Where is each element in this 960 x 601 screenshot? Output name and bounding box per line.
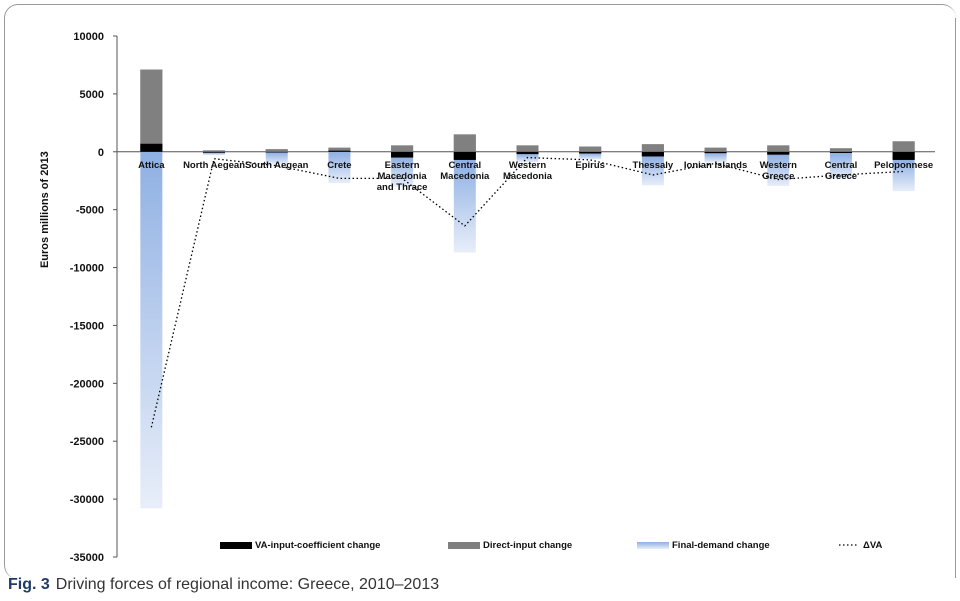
y-tick-label: -20000: [70, 378, 104, 390]
legend-swatch-0: [220, 542, 252, 549]
bar-overlay-direct-input-change-6: [516, 145, 539, 152]
category-label: North Aegean: [183, 160, 245, 171]
category-label: Western: [760, 160, 798, 171]
category-label: Ionian Islands: [684, 160, 747, 171]
category-label: Central: [825, 160, 858, 171]
bar-overlay-va-input-coefficient-change-8: [641, 151, 664, 157]
category-label-layer: Attica North Aegean South Aegean Crete Easte…: [138, 160, 933, 193]
category-label: Attica: [138, 160, 165, 171]
category-label: Thessaly: [633, 160, 674, 171]
category-label: and Thrace: [377, 182, 428, 193]
bar-final-demand-change-12: [892, 159, 915, 192]
category-label: Macedonia: [440, 171, 490, 182]
line-layer: [150, 156, 904, 428]
legend-label: Direct-input change: [483, 540, 572, 551]
bar-overlay-direct-input-change-9: [704, 147, 727, 152]
bar-final-demand-change-0: [140, 151, 163, 509]
bar-overlay-direct-input-change-12: [892, 141, 915, 152]
category-label: Western: [509, 160, 547, 171]
bar-overlay-va-input-coefficient-change-10: [767, 151, 790, 155]
category-label: Greece: [762, 171, 794, 182]
category-label: Peloponnese: [874, 160, 933, 171]
bar-overlay-direct-input-change-1: [203, 150, 226, 152]
category-label: Macedonia: [503, 171, 553, 182]
y-tick-label: -35000: [70, 552, 104, 564]
category-label: Greece: [825, 171, 857, 182]
bar-overlay-direct-input-change-7: [579, 146, 602, 152]
legend-swatch-1: [448, 542, 480, 549]
bar-final-demand-change-1: [203, 152, 226, 156]
figure-caption: Fig. 3 Driving forces of regional income:…: [8, 576, 439, 594]
bar-overlay-direct-input-change-5: [453, 134, 476, 152]
figure-caption-text: Driving forces of regional income: Greec…: [55, 576, 440, 593]
legend-label: ΔVA: [863, 540, 882, 551]
bar-overlay-direct-input-change-10: [767, 145, 790, 152]
bar-overlay-va-input-coefficient-change-6: [516, 151, 539, 155]
legend-swatch-2: [637, 542, 669, 549]
category-label: Macedonia: [378, 171, 428, 182]
bar-overlay-va-input-coefficient-change-11: [829, 151, 852, 153]
category-label: Crete: [327, 160, 351, 171]
delta-va-line: [150, 156, 904, 428]
figure-label: Fig. 3: [8, 576, 50, 593]
y-tick-label: -25000: [70, 436, 104, 448]
bar-overlay-direct-input-change-11: [829, 148, 852, 152]
bar-final-demand-change-2: [265, 152, 288, 165]
bar-final-demand-change-8: [641, 156, 664, 186]
figure-frame: [4, 4, 956, 579]
bar-overlay-va-input-coefficient-change-5: [453, 151, 476, 160]
bar-overlay-va-input-coefficient-change-9: [704, 151, 727, 154]
legend-label: VA-input-coefficient change: [255, 540, 380, 551]
y-tick-label: -10000: [70, 263, 104, 275]
bar-overlay-va-input-coefficient-change-1: [203, 151, 226, 153]
bar-overlay-va-input-coefficient-change-12: [892, 151, 915, 160]
bar-overlay-va-input-coefficient-change-7: [579, 151, 602, 154]
y-tick-label: -5000: [76, 205, 104, 217]
bar-overlay-va-input-coefficient-change-3: [328, 150, 351, 152]
y-tick-label: -15000: [70, 320, 104, 332]
bar-final-demand-change-11: [829, 152, 852, 179]
bar-overlay-va-input-coefficient-change-4: [391, 151, 414, 158]
bar-overlay-va-input-coefficient-change-0: [140, 143, 163, 152]
axis-layer: 10000 5000 0 -5000 -10000 -15000 -20000 -25000 -…: [39, 31, 935, 564]
y-tick-label: 10000: [73, 31, 104, 43]
y-tick-label: 0: [98, 147, 104, 159]
legend: VA-input-coefficient change Direct-input …: [220, 540, 882, 551]
y-tick-label: 5000: [80, 89, 104, 101]
y-tick-label: -30000: [70, 494, 104, 506]
bar-final-demand-change-7: [579, 153, 602, 160]
category-label: Central: [448, 160, 481, 171]
bar-overlay-va-input-coefficient-change-2: [265, 151, 288, 153]
stacked-bar-chart: 10000 5000 0 -5000 -10000 -15000 -20000 -25000 -…: [39, 31, 935, 564]
bar-final-demand-change-3: [328, 151, 351, 184]
category-label: Eastern: [385, 160, 420, 171]
bar-overlay-direct-input-change-3: [328, 147, 351, 151]
bar-layer: [140, 69, 915, 509]
y-axis-label: Euros millions of 2013: [39, 151, 51, 268]
category-label: Epirus: [575, 160, 605, 171]
bar-overlay-direct-input-change-4: [391, 145, 414, 152]
bar-final-demand-change-10: [767, 154, 790, 186]
bar-overlay-direct-input-change-0: [140, 69, 163, 144]
bar-final-demand-change-4: [391, 157, 414, 187]
bar-final-demand-change-5: [453, 159, 476, 253]
category-label: South Aegean: [245, 160, 309, 171]
legend-label: Final-demand change: [672, 540, 770, 551]
bar-overlay-direct-input-change-8: [641, 144, 664, 152]
figure-frame-right: [955, 18, 956, 578]
bar-overlay-direct-input-change-2: [265, 149, 288, 152]
bar-final-demand-change-9: [704, 153, 727, 163]
